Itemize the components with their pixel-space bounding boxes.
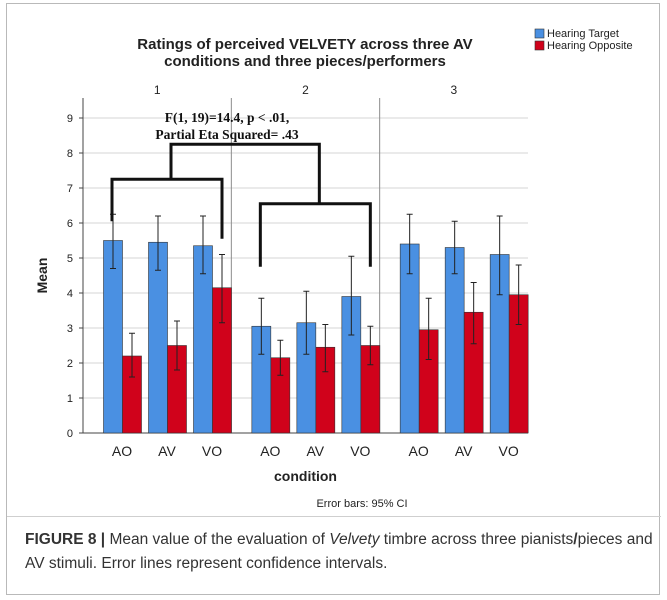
bar <box>148 241 168 434</box>
y-tick-label: 3 <box>67 323 73 335</box>
x-tick-label: AO <box>409 443 429 459</box>
y-tick-label: 6 <box>67 218 73 230</box>
caption-separator <box>7 516 661 517</box>
panel-label: 3 <box>450 83 457 97</box>
y-tick-label: 8 <box>67 148 73 160</box>
figure-frame: Ratings of perceived VELVETY across thre… <box>6 3 661 595</box>
panel-label: 2 <box>302 83 309 97</box>
stats-annotation: F(1, 19)=14.4, p < .01, <box>165 110 290 125</box>
y-tick-label: 0 <box>67 428 73 440</box>
chart-title-line: Ratings of perceived VELVETY across thre… <box>137 36 472 53</box>
x-axis-title: condition <box>274 468 337 484</box>
legend-label: Hearing Opposite <box>547 40 633 52</box>
figure-caption: FIGURE 8 | Mean value of the evaluation … <box>25 528 655 576</box>
caption-text-before: Mean value of the evaluation of <box>105 531 330 548</box>
bar <box>444 247 465 434</box>
x-tick-label: VO <box>202 443 222 459</box>
caption-label: FIGURE 8 | <box>25 531 106 548</box>
caption-slash: / <box>573 531 578 548</box>
caption-text-after: pieces and AV stimuli. Error lines repre… <box>25 531 653 572</box>
x-tick-label: AV <box>455 443 473 459</box>
x-tick-label: AV <box>158 443 176 459</box>
panel-label: 1 <box>154 83 161 97</box>
y-tick-label: 7 <box>67 183 73 195</box>
x-tick-label: VO <box>350 443 370 459</box>
x-tick-label: VO <box>499 443 519 459</box>
chart: Ratings of perceived VELVETY across thre… <box>34 28 633 510</box>
y-tick-label: 9 <box>67 113 73 125</box>
x-tick-label: AO <box>112 443 132 459</box>
caption-emphasis: Velvety <box>329 531 380 548</box>
stats-annotation: Partial Eta Squared= .43 <box>155 127 298 142</box>
y-axis-title: Mean <box>34 258 50 294</box>
x-tick-label: AO <box>260 443 280 459</box>
y-tick-label: 2 <box>67 358 73 370</box>
chart-title-line: conditions and three pieces/performers <box>164 53 446 70</box>
significance-bracket <box>110 177 224 239</box>
chart-footnote: Error bars: 95% CI <box>316 498 407 510</box>
significance-bracket-cross <box>169 142 321 204</box>
y-tick-label: 5 <box>67 253 73 265</box>
bar <box>103 240 123 434</box>
legend-label: Hearing Target <box>547 28 619 40</box>
y-tick-label: 1 <box>67 393 73 405</box>
legend-swatch <box>534 40 545 51</box>
legend-swatch <box>534 28 545 39</box>
caption-text-middle: timbre across three pianists <box>379 531 574 548</box>
x-tick-label: AV <box>307 443 325 459</box>
y-tick-label: 4 <box>67 288 73 300</box>
significance-bracket <box>258 202 372 267</box>
